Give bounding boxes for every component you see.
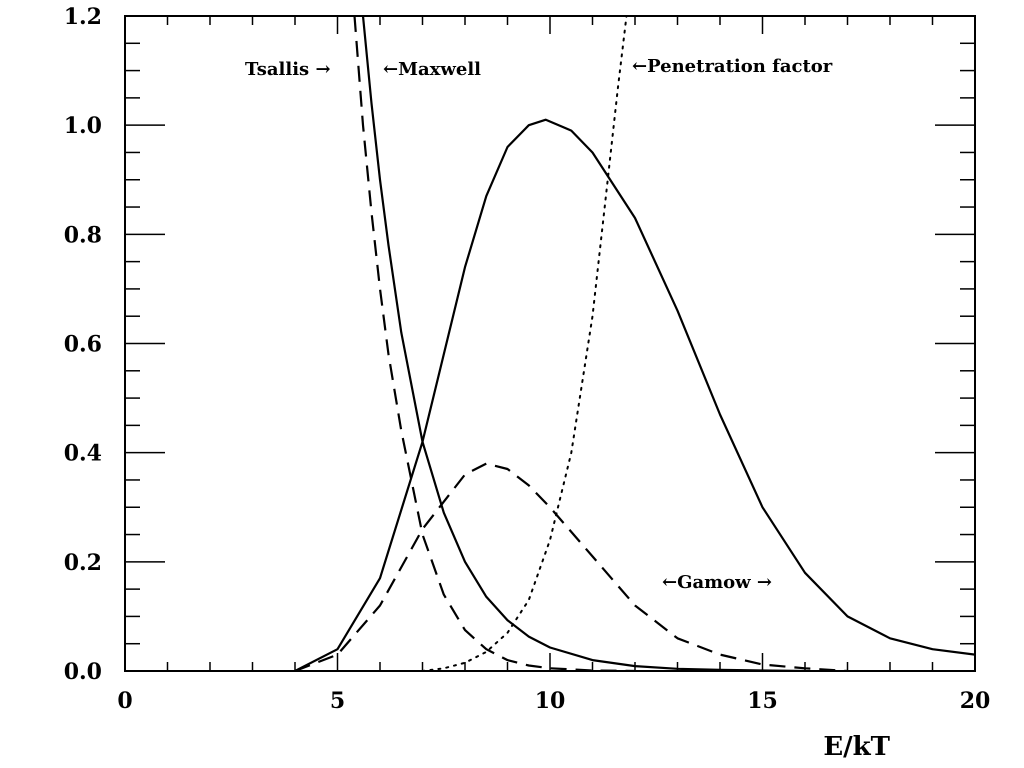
y-tick-label: 0.2 <box>64 550 102 576</box>
x-tick-label: 0 <box>117 688 132 714</box>
plot-frame <box>124 15 976 672</box>
y-tick-label: 0.6 <box>64 332 102 358</box>
x-axis-label: E/kT <box>823 732 890 762</box>
x-tick-label: 5 <box>330 688 345 714</box>
series-line-gamow-dashed <box>294 462 848 671</box>
series-line-gamow-solid <box>294 118 975 671</box>
y-tick-label: 1.0 <box>64 113 102 139</box>
series-line-maxwell-solid <box>361 16 806 671</box>
annotation-penetration-factor: ←Penetration factor <box>632 56 833 77</box>
y-tick-label: 1.2 <box>64 4 102 30</box>
y-tick-label: 0.0 <box>64 659 102 685</box>
tick-labels: 0 5 10 15 20 0.0 0.2 0.4 0.6 0.8 1.0 1.2 <box>64 4 991 714</box>
axis-ticks <box>124 15 976 672</box>
x-tick-label: 20 <box>960 688 991 714</box>
x-tick-label: 10 <box>535 688 566 714</box>
annotation-tsallis: Tsallis → <box>245 59 331 80</box>
annotation-gamow: ←Gamow → <box>662 572 772 593</box>
series-line-penetration-factor-dotted <box>421 16 628 671</box>
y-tick-label: 0.8 <box>64 222 102 248</box>
x-tick-label: 15 <box>747 688 778 714</box>
series-line-tsallis-dashed <box>353 16 636 671</box>
plot-curves <box>294 16 975 671</box>
annotation-maxwell: ←Maxwell <box>383 59 481 80</box>
y-tick-label: 0.4 <box>64 441 102 467</box>
